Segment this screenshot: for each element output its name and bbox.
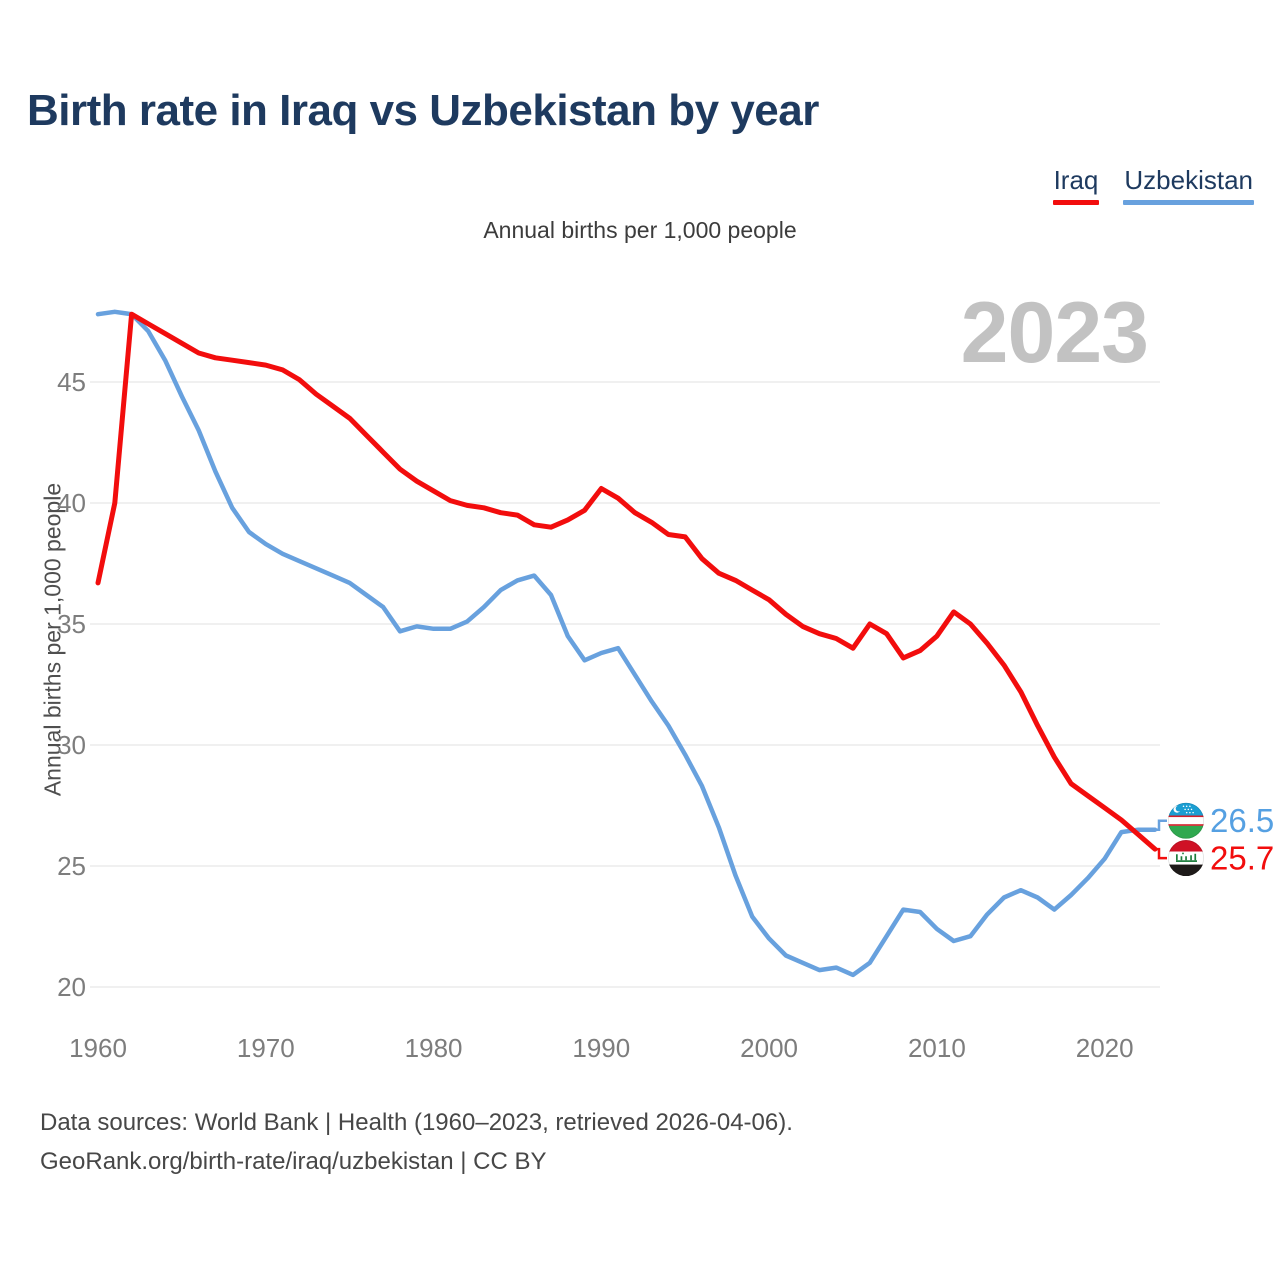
uzbekistan-flag-icon [1168, 802, 1204, 839]
footer-attribution-link[interactable]: GeoRank.org/birth-rate/iraq/uzbekistan |… [40, 1148, 547, 1175]
y-tick-label: 25 [57, 851, 86, 881]
y-tick-label: 30 [57, 730, 86, 760]
y-tick-label: 45 [57, 367, 86, 397]
footer: Data sources: World Bank | Health (1960–… [40, 1103, 793, 1181]
x-tick-label: 1960 [69, 1033, 127, 1063]
series-line-iraq[interactable] [95, 311, 1158, 852]
y-tick-label: 20 [57, 972, 86, 1002]
legend-label: Iraq [1053, 165, 1099, 195]
x-tick-label: 2020 [1076, 1033, 1134, 1063]
uzbekistan-flag-border [1168, 802, 1205, 839]
end-value-iraq: 25.7 [1210, 840, 1274, 877]
series-line-uzbekistan[interactable] [95, 309, 1158, 978]
x-tick-label: 2010 [908, 1033, 966, 1063]
x-tick-label: 1970 [237, 1033, 295, 1063]
y-tick-label: 35 [57, 609, 86, 639]
x-tick-label: 2000 [740, 1033, 798, 1063]
iraq-flag-border [1168, 840, 1205, 877]
iraq-flag-icon [1168, 840, 1204, 877]
legend-underline [1123, 200, 1254, 205]
legend-item-uzbekistan[interactable]: Uzbekistan [1123, 165, 1254, 205]
label-connector-uzbekistan [1155, 819, 1167, 831]
chart-subtitle: Annual births per 1,000 people [483, 217, 797, 243]
footer-data-sources: Data sources: World Bank | Health (1960–… [40, 1109, 793, 1136]
legend: Iraq Uzbekistan [1052, 165, 1254, 205]
x-tick-label: 1990 [572, 1033, 630, 1063]
y-tick-label: 40 [57, 488, 86, 518]
legend-label: Uzbekistan [1124, 165, 1253, 195]
watermark-year: 2023 [960, 285, 1149, 381]
legend-item-iraq[interactable]: Iraq [1052, 165, 1100, 205]
end-value-uzbekistan: 26.5 [1210, 802, 1274, 839]
x-tick-label: 1980 [405, 1033, 463, 1063]
label-connector-iraq [1155, 847, 1167, 860]
page-title: Birth rate in Iraq vs Uzbekistan by year [27, 86, 819, 135]
legend-underline [1052, 200, 1100, 205]
